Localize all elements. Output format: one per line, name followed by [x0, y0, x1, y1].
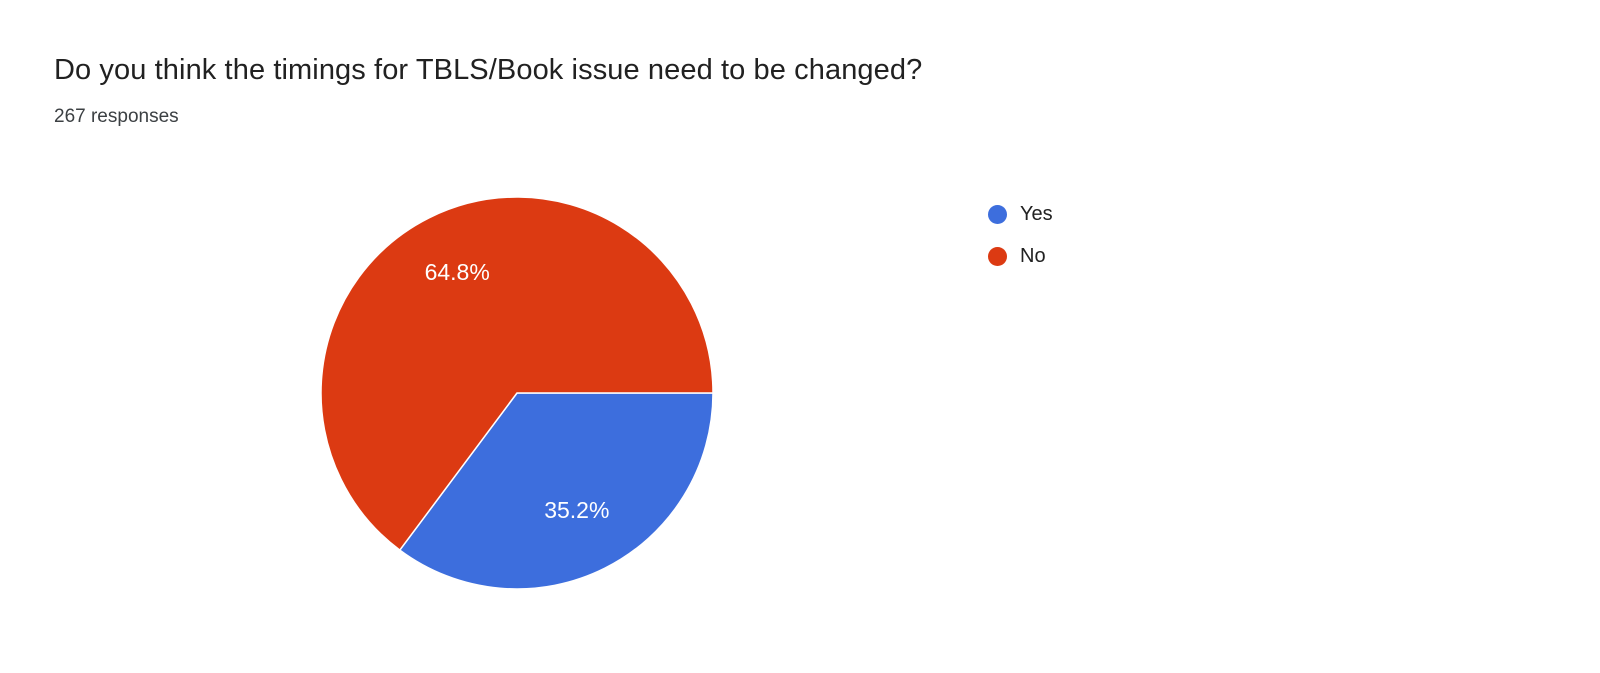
chart-legend: Yes No: [988, 200, 1053, 284]
pie-svg: 35.2% 64.8%: [320, 196, 714, 590]
responses-count: 267 responses: [54, 106, 179, 127]
question-title: Do you think the timings for TBLS/Book i…: [54, 54, 923, 86]
legend-item-no: No: [988, 242, 1053, 270]
legend-label: Yes: [1020, 202, 1053, 225]
pie-slice-label-yes: 35.2%: [544, 497, 609, 523]
legend-label: No: [1020, 244, 1046, 267]
pie-slice-yes[interactable]: [398, 392, 714, 590]
legend-item-yes: Yes: [988, 200, 1053, 228]
pie-slice-no[interactable]: [320, 196, 714, 552]
pie-slice-label-no: 64.8%: [425, 259, 490, 285]
legend-swatch-icon: [988, 246, 1007, 266]
pie-chart: 35.2% 64.8%: [317, 193, 717, 593]
legend-swatch-icon: [988, 204, 1007, 224]
